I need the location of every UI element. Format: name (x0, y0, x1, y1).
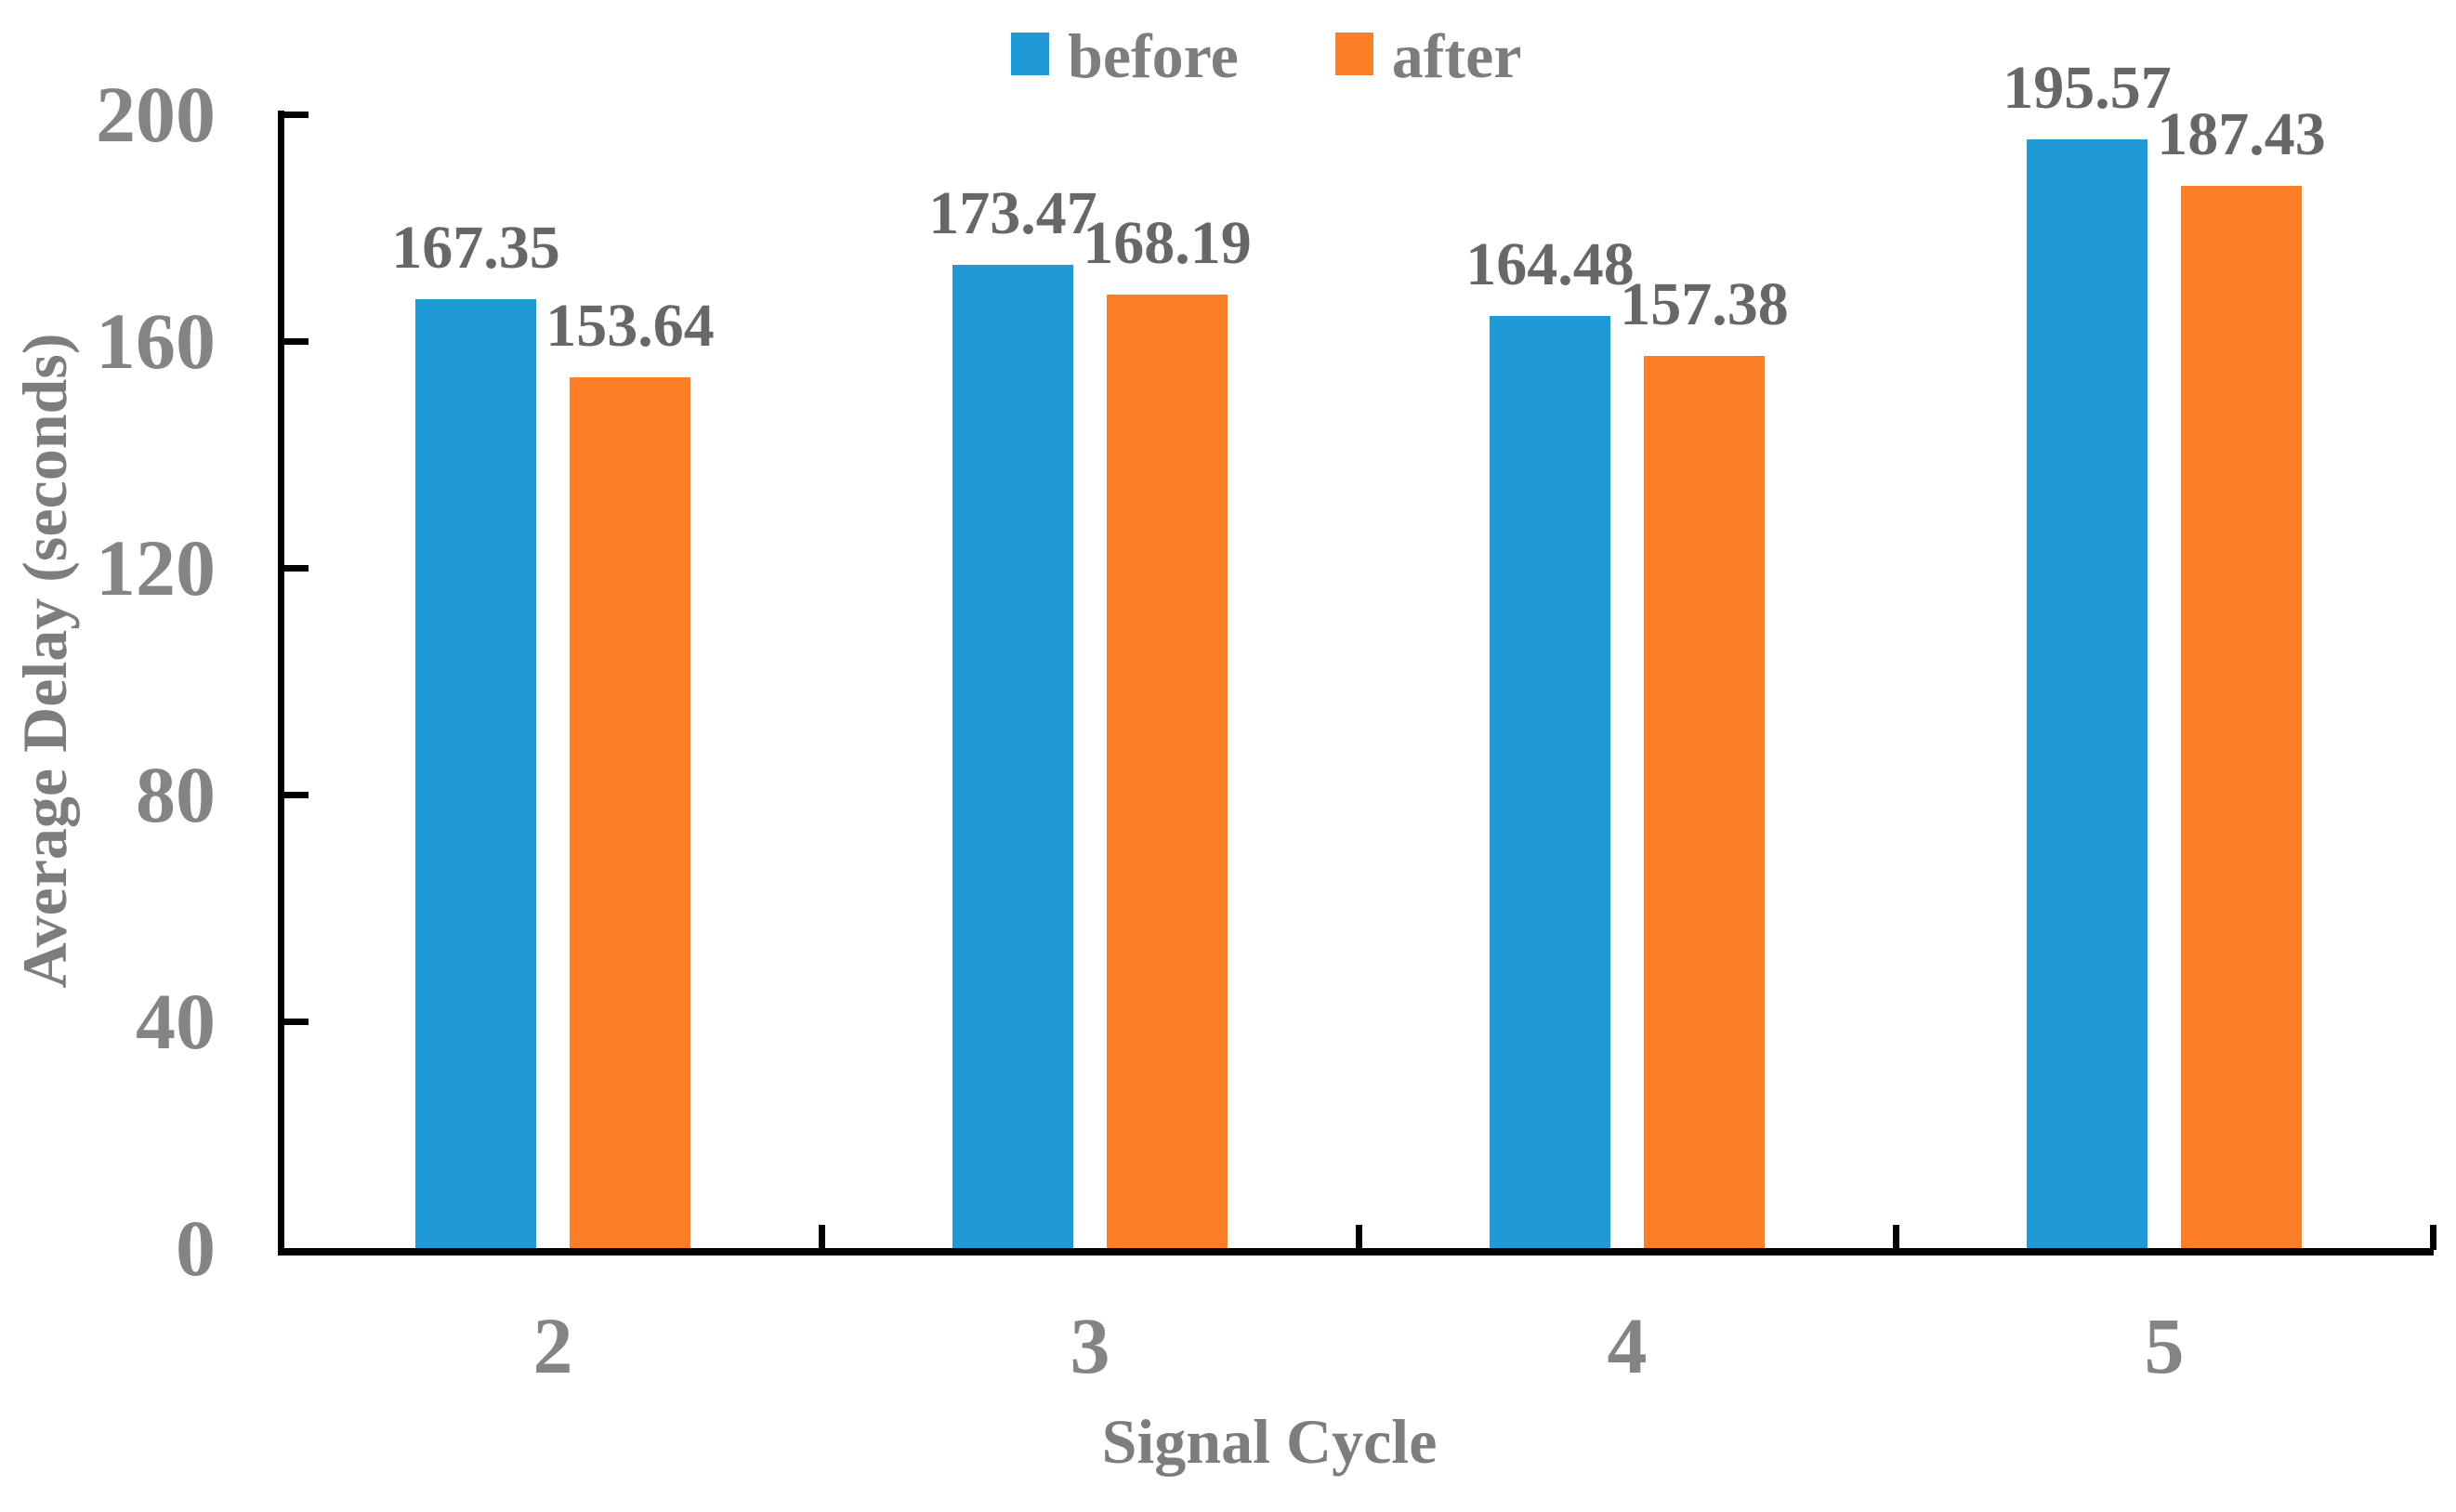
bar-after-4 (1644, 355, 1765, 1248)
y-tick-label: 160 (96, 296, 216, 386)
y-tick (278, 338, 309, 345)
y-tick-label: 40 (136, 977, 216, 1066)
x-tick (2430, 1225, 2436, 1250)
y-tick-label: 0 (176, 1203, 216, 1293)
y-tick (278, 1019, 309, 1025)
bar-before-4 (1490, 315, 1610, 1248)
legend-label-before: before (1068, 20, 1239, 91)
bar-before-5 (2027, 139, 2147, 1248)
x-tick-label-5: 5 (2144, 1301, 2185, 1390)
y-axis-line (278, 111, 284, 1256)
legend-label-after: after (1391, 20, 1522, 91)
bar-before-3 (952, 264, 1073, 1248)
y-tick (278, 112, 309, 118)
y-tick (278, 792, 309, 798)
x-axis-title: Signal Cycle (1101, 1406, 1438, 1477)
bar-before-2 (415, 299, 536, 1248)
y-tick-label: 200 (96, 70, 216, 159)
x-axis-line (278, 1248, 2434, 1256)
bar-value-label-after-3: 168.19 (1083, 209, 1252, 278)
x-tick-label-2: 2 (532, 1301, 573, 1390)
x-tick-label-3: 3 (1070, 1301, 1110, 1390)
legend-item-after: after (1334, 20, 1521, 102)
y-tick-label: 120 (96, 523, 216, 612)
bar-value-label-after-5: 187.43 (2157, 99, 2326, 168)
bar-value-label-before-5: 195.57 (2003, 54, 2172, 123)
bar-value-label-before-4: 164.48 (1465, 230, 1635, 298)
bar-value-label-before-2: 167.35 (391, 214, 560, 283)
bar-value-label-after-4: 157.38 (1620, 270, 1789, 338)
x-tick-label-4: 4 (1607, 1301, 1648, 1390)
bar-after-3 (1107, 295, 1228, 1248)
y-tick-label: 80 (136, 750, 216, 839)
x-tick (1893, 1225, 1899, 1250)
x-tick (819, 1225, 825, 1250)
bar-value-label-before-3: 173.47 (928, 178, 1097, 247)
bar-after-5 (2181, 185, 2302, 1248)
bar-after-2 (570, 376, 690, 1248)
chart-legend: before after (1011, 20, 1521, 102)
x-tick (1356, 1225, 1362, 1250)
legend-swatch-before (1011, 33, 1049, 75)
bar-value-label-after-2: 153.64 (545, 291, 715, 360)
y-tick (278, 565, 309, 572)
legend-swatch-after (1334, 33, 1373, 75)
legend-item-before: before (1011, 20, 1239, 102)
